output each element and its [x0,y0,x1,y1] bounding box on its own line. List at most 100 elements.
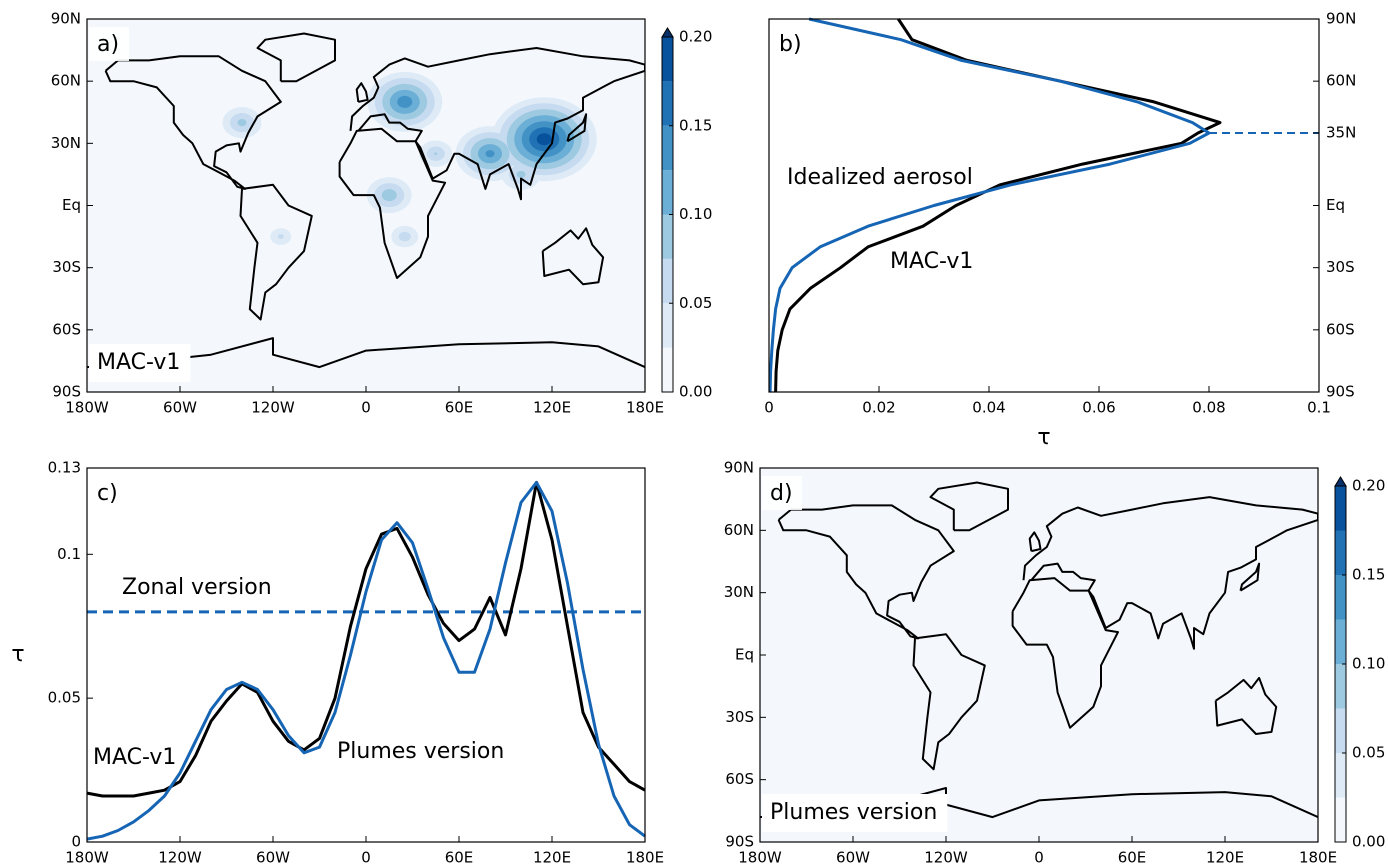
x-tick-label: 60W [836,849,870,867]
map-field [760,468,1318,842]
x-tick-label: 60E [445,399,474,417]
colorbar-cell [662,214,673,259]
colorbar-extend [1334,476,1347,487]
x-tick-label: 60E [445,849,474,867]
contour-fill [485,150,495,158]
y-tick-label: 90N [724,459,754,477]
contour-fill [237,119,247,127]
x-tick-label: 120E [1206,849,1244,867]
colorbar-tick-label: 0.15 [1352,566,1385,584]
y-tick-label: 60S [1326,320,1355,338]
colorbar-cell [662,170,673,215]
colorbar-tick-label: 0.10 [679,205,712,223]
y-tick-label: 60S [52,320,81,338]
y-tick-label: 60N [724,521,754,539]
x-tick-label: 180W [738,849,782,867]
coastline [1028,531,1042,553]
coastline [239,183,313,321]
x-tick-label: 60W [256,849,290,867]
coastline [929,481,1009,532]
colorbar-cell [1335,797,1346,842]
colorbar-tick-label: 0.15 [679,116,712,134]
series-line [86,480,646,798]
colorbar-cell [1335,530,1346,575]
colorbar-tick-label: 0.00 [679,383,712,401]
colorbar-tick-label: 0.00 [1352,833,1385,851]
x-tick-label: 180W [65,849,109,867]
coastline [256,32,336,83]
y-tick-label: 90S [52,383,81,401]
x-tick-label: 0.1 [1307,399,1331,417]
y-tick-label: Eq [735,646,754,664]
x-tick-label: 60E [1118,849,1147,867]
y-axis-label: τ [11,642,24,667]
x-axis-label: τ [1037,425,1050,450]
x-tick-label: 0.02 [862,399,895,417]
series-label: MAC-v1 [890,249,973,274]
series-label: Idealized aerosol [787,165,973,190]
x-tick-label: 120W [251,399,295,417]
y-tick-label: 35N [1326,123,1356,141]
y-tick-label: 90S [725,833,754,851]
y-tick-label: 0.13 [48,459,81,477]
map-background [87,19,645,392]
y-tick-label: 30S [725,708,754,726]
panel-label-box [89,27,129,61]
colorbar-cell [662,258,673,304]
y-tick-label: 0 [71,833,81,851]
map-background [760,468,1318,842]
colorbar-tick-label: 0.20 [679,28,712,46]
y-tick-label: 90N [51,10,81,28]
coastline [566,113,588,143]
colorbar-cell [1335,619,1346,664]
y-tick-label: 60N [51,72,81,90]
colorbar-cell [1335,486,1346,531]
x-tick-label: 0.06 [1082,399,1115,417]
colorbar-cell [662,81,673,126]
colorbar-tick-label: 0.05 [679,294,712,312]
x-tick-label: 180W [65,399,109,417]
y-tick-label: 30S [1326,258,1355,276]
colorbar-extend [661,27,674,38]
x-tick-label: 120W [158,849,202,867]
contour-fill [516,170,526,179]
x-tick-label: 120E [533,849,571,867]
y-tick-label: Eq [62,196,81,214]
colorbar-cell [1335,708,1346,753]
y-tick-label: 30N [51,134,81,152]
coastline [912,633,986,771]
series-line [768,17,1211,393]
x-tick-label: 0 [361,399,371,417]
y-tick-label: 60S [725,770,754,788]
colorbar-cell [662,347,673,392]
colorbar-cell [1335,753,1346,798]
contour-fill [277,234,284,239]
coastline [1011,577,1119,729]
y-tick-label: 30S [52,258,81,276]
contour-fill [397,95,413,108]
annotation-box [762,794,948,832]
series-label: Plumes version [337,739,504,764]
reference-label: Zonal version [122,575,272,600]
colorbar-cell [662,37,673,82]
x-tick-label: 120W [924,849,968,867]
x-tick-label: 180E [1299,849,1337,867]
colorbar-tick-label: 0.20 [1352,477,1385,495]
colorbar-cell [1335,575,1346,620]
y-tick-label: 60N [1326,72,1356,90]
annotation: Plumes version [770,800,937,825]
y-tick-label: 90N [1326,10,1356,28]
map-field [87,19,645,392]
y-tick-label: Eq [1326,196,1345,214]
panel-label: b) [779,32,802,57]
colorbar-tick-label: 0.05 [1352,744,1385,762]
x-tick-label: 0 [1034,849,1044,867]
annotation-box [89,344,191,382]
series-label: MAC-v1 [93,745,176,770]
contour-fill [381,189,397,202]
coastline [104,55,282,190]
panel-label: c) [97,481,118,506]
colorbar-cell [662,125,673,171]
y-tick-label: 0.05 [48,689,81,707]
